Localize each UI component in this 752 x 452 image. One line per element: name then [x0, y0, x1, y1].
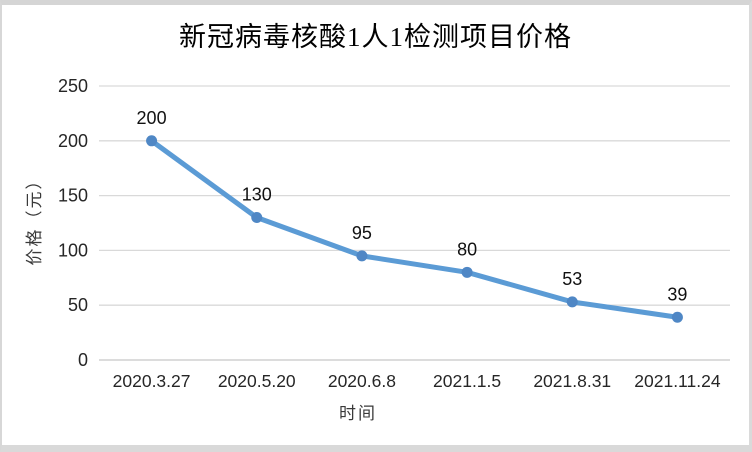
data-label: 200	[137, 108, 167, 128]
data-point-marker	[566, 296, 578, 308]
y-tick-label: 50	[68, 295, 88, 315]
data-point-marker	[461, 266, 473, 278]
y-tick-label: 200	[58, 131, 88, 151]
y-tick-label: 250	[58, 76, 88, 96]
x-axis-title: 时间	[339, 404, 377, 423]
data-point-marker	[251, 212, 263, 224]
x-tick-label: 2021.1.5	[433, 371, 501, 391]
data-label: 39	[667, 284, 687, 304]
y-tick-label: 100	[58, 240, 88, 260]
data-point-marker	[146, 135, 158, 147]
data-label: 53	[562, 269, 582, 289]
data-point-marker	[671, 311, 683, 323]
chart-title: 新冠病毒核酸1人1检测项目价格	[179, 22, 572, 52]
plot-svg: 0 50 100 150 200 250 2020.3.27 2020.5.20 2020.6.…	[58, 76, 730, 391]
data-label: 130	[242, 185, 272, 205]
x-tick-label: 2021.8.31	[533, 371, 611, 391]
price-line	[149, 138, 680, 320]
y-tick-label: 150	[58, 186, 88, 206]
y-axis-title: 价格（元）	[25, 170, 44, 266]
data-label: 80	[457, 239, 477, 259]
x-tick-label: 2020.5.20	[218, 371, 296, 391]
data-point-marker	[356, 250, 368, 262]
data-label: 95	[352, 223, 372, 243]
y-tick-label: 0	[78, 350, 88, 370]
x-tick-label: 2021.11.24	[634, 371, 721, 391]
x-tick-label: 2020.3.27	[113, 371, 191, 391]
x-tick-label: 2020.6.8	[328, 371, 396, 391]
